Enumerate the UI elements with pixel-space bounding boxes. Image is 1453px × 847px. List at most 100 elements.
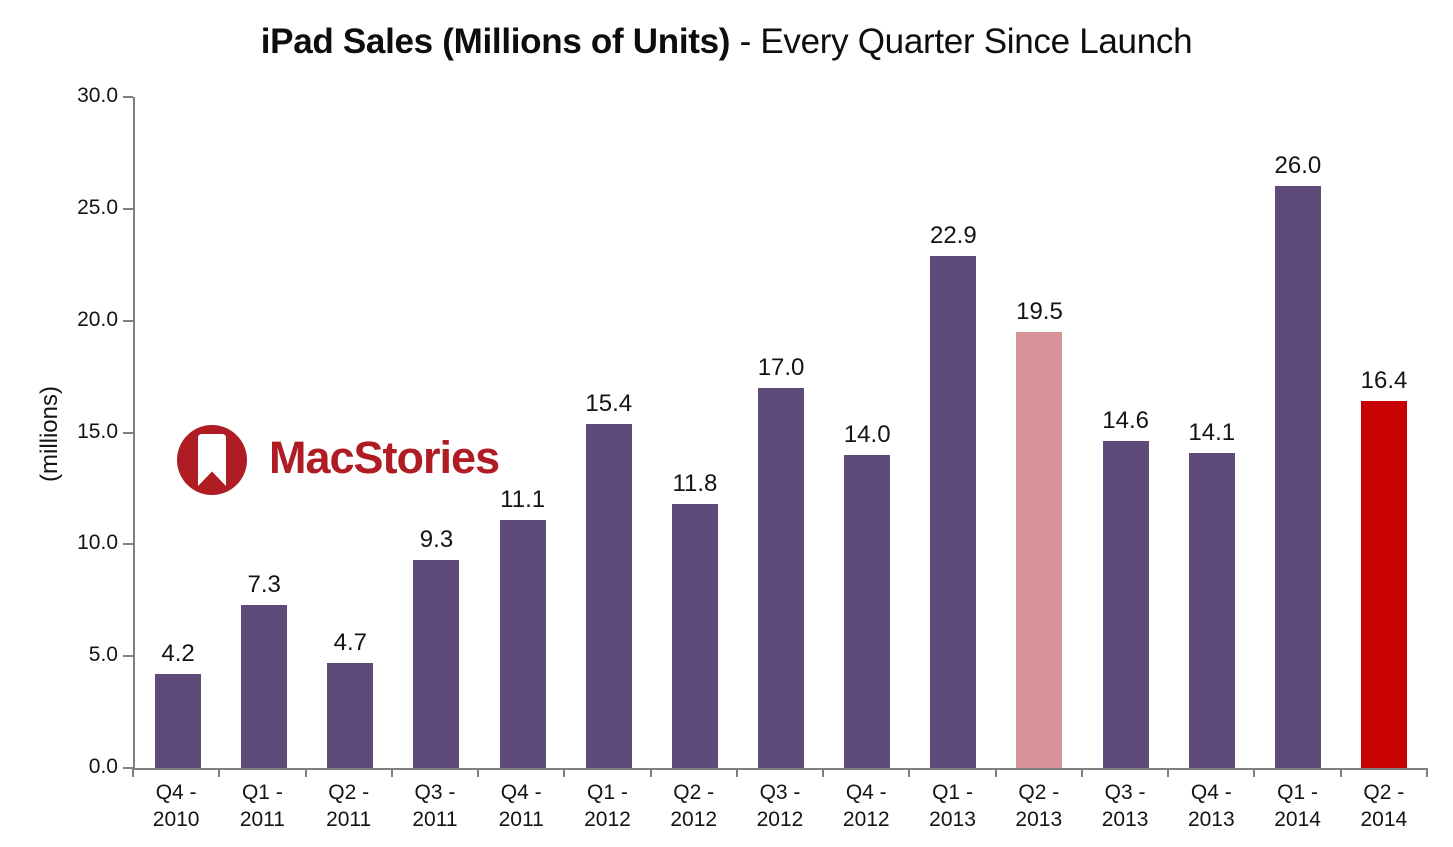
value-label-q2-2013: 19.5 (1016, 297, 1063, 325)
bar-q1-2014 (1274, 186, 1321, 768)
x-axis-labels: Q4 - 2010 Q1 - 2011 Q2 - 2011 Q3 - 2011 Q4 - 2011… (133, 779, 1427, 833)
x-tick-label-line1: Q4 - (1190, 781, 1232, 804)
x-tick-label-line2: 2010 (152, 808, 200, 831)
value-label-q4-2010: 4.2 (161, 640, 195, 668)
x-tick-label-q4-2012: Q4 - 2012 (823, 779, 909, 833)
x-tick-mark (735, 768, 738, 777)
x-tick-mark (822, 768, 825, 777)
x-tick-label-q2-2011: Q2 - 2011 (306, 779, 392, 833)
x-tick-label-line1: Q1 - (587, 781, 628, 804)
bar-q4-2013 (1188, 452, 1235, 768)
x-tick-label-line1: Q2 - (1363, 781, 1405, 804)
x-tick-label-line2: 2012 (584, 808, 631, 831)
x-tick-mark (908, 768, 911, 777)
bar-q3-2012 (758, 387, 805, 768)
y-tick-label: 10.0 (77, 531, 118, 555)
x-tick-label-line2: 2011 (239, 808, 285, 831)
x-tick-label-line2: 2014 (1360, 808, 1408, 831)
x-tick-label-line2: 2013 (1187, 808, 1235, 831)
x-tick-label-line1: Q3 - (1104, 781, 1146, 804)
x-tick-label-q3-2013: Q3 - 2013 (1082, 779, 1168, 833)
x-tick-label-line2: 2011 (326, 808, 372, 831)
x-tick-label-line2: 2012 (670, 808, 718, 831)
bar-slot-q4-2013: 14.1 (1169, 97, 1255, 768)
x-tick-mark (563, 768, 566, 777)
x-tick-label-line2: 2013 (1101, 808, 1149, 831)
value-label-q4-2013: 14.1 (1188, 418, 1236, 446)
x-tick-mark (390, 768, 393, 777)
chart-title: iPad Sales (Millions of Units) - Every Q… (0, 22, 1453, 62)
macstories-logo-circle (177, 425, 247, 495)
bar-slot-q1-2012: 15.4 (566, 97, 652, 768)
bar-q2-2011 (327, 662, 374, 768)
bar-slot-q2-2014: 16.4 (1341, 97, 1427, 768)
x-tick-mark (1253, 768, 1256, 777)
chart-title-subtitle: - Every Quarter Since Launch (730, 22, 1193, 61)
y-tick-label: 15.0 (77, 419, 118, 443)
bar-q2-2013 (1016, 331, 1063, 768)
bar-q3-2013 (1102, 441, 1149, 768)
y-tick-label: 0.0 (88, 755, 118, 778)
x-tick-label-q2-2012: Q2 - 2012 (651, 779, 737, 833)
x-tick-label-line1: Q3 - (759, 781, 801, 804)
x-tick-label-q1-2013: Q1 - 2013 (909, 779, 995, 833)
x-tick-mark (1167, 768, 1170, 777)
x-tick-mark (994, 768, 997, 777)
x-tick-mark (132, 768, 134, 777)
macstories-wordmark: MacStories (269, 432, 500, 483)
macstories-logo: MacStories (177, 425, 500, 495)
x-tick-label-line1: Q1 - (1277, 781, 1318, 804)
y-tick-label: 20.0 (77, 307, 118, 331)
y-tick-mark (123, 655, 133, 658)
x-tick-label-q3-2012: Q3 - 2012 (737, 779, 823, 833)
y-tick-mark (123, 319, 133, 322)
value-label-q1-2011: 7.3 (247, 570, 281, 598)
x-tick-label-line2: 2011 (498, 808, 544, 831)
value-label-q3-2012: 17.0 (757, 353, 805, 381)
chart-title-bold: iPad Sales (Millions of Units) (260, 22, 731, 61)
x-tick-mark (1426, 768, 1428, 777)
x-tick-label-line2: 2012 (756, 808, 804, 831)
bar-q1-2013 (930, 255, 977, 768)
bar-slot-q2-2011: 4.7 (307, 97, 393, 768)
bar-q1-2011 (241, 604, 288, 768)
bar-q2-2012 (671, 504, 718, 768)
x-tick-label-q1-2011: Q1 - 2011 (219, 779, 305, 833)
bar-q4-2012 (844, 454, 891, 768)
x-tick-mark (218, 768, 221, 777)
x-tick-label-line1: Q2 - (673, 781, 715, 804)
bookmark-icon (198, 434, 226, 486)
bar-q4-2011 (499, 519, 546, 768)
bar-slot-q3-2013: 14.6 (1083, 97, 1169, 768)
bar-slot-q4-2011: 11.1 (480, 97, 566, 768)
x-tick-label-q4-2013: Q4 - 2013 (1168, 779, 1254, 833)
x-tick-mark (649, 768, 652, 777)
y-tick-mark (123, 543, 133, 546)
x-tick-label-q1-2014: Q1 - 2014 (1254, 779, 1340, 833)
bar-slot-q2-2012: 11.8 (652, 97, 738, 768)
x-tick-mark (1339, 768, 1342, 777)
bar-slot-q1-2013: 22.9 (910, 97, 996, 768)
plot-area: 4.2 7.3 4.7 9.3 11.1 15.4 11.8 17.0 14.0 22.9 19.5… (133, 97, 1427, 770)
bar-slot-q1-2011: 7.3 (221, 97, 307, 768)
x-tick-label-q3-2011: Q3 - 2011 (392, 779, 478, 833)
x-tick-label-line2: 2014 (1274, 808, 1321, 831)
x-tick-label-line1: Q4 - (500, 781, 542, 804)
value-label-q2-2012: 11.8 (672, 470, 718, 498)
x-tick-label-q2-2013: Q2 - 2013 (996, 779, 1082, 833)
x-tick-label-line2: 2011 (412, 808, 458, 831)
x-tick-label-line1: Q2 - (1018, 781, 1060, 804)
value-label-q3-2011: 9.3 (419, 526, 454, 553)
y-tick-mark (123, 96, 133, 98)
bar-slot-q2-2013: 19.5 (996, 97, 1082, 768)
value-label-q4-2011: 11.1 (500, 485, 546, 513)
x-tick-label-q1-2012: Q1 - 2012 (564, 779, 650, 833)
x-tick-label-line1: Q3 - (414, 781, 456, 804)
bar-q1-2012 (585, 423, 632, 768)
bar-q2-2014 (1361, 401, 1408, 768)
y-tick-mark (123, 431, 133, 434)
y-tick-label: 25.0 (77, 195, 118, 219)
value-label-q1-2013: 22.9 (929, 221, 977, 249)
x-tick-label-line2: 2013 (1015, 808, 1063, 831)
